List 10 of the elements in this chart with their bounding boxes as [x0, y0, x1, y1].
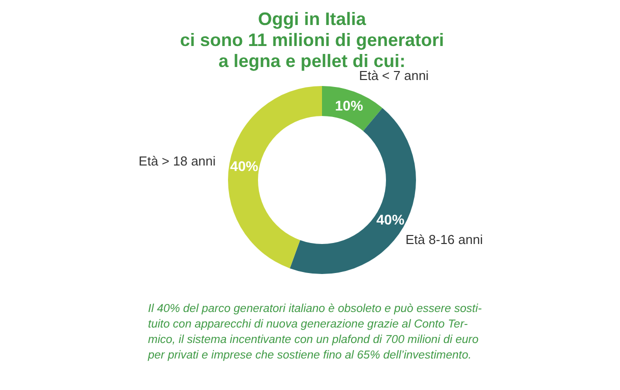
- data-label: 40%: [230, 158, 259, 174]
- chart-title: Oggi in Italia ci sono 11 milioni di generatori a legna e pellet di cui:: [180, 9, 444, 71]
- data-label: 40%: [376, 211, 405, 228]
- donut-slice: [322, 86, 382, 131]
- donut-slice: [228, 86, 322, 268]
- slice-label: Età 8-16 anni: [406, 232, 483, 247]
- text: Il 40% del parco generatori italiano è obsoleto e può essere sosti- tuito con apparecchi di nuova generazione grazie al Conto Ter- mico, il sistema incentivante con un plafond di 700 milioni di euro per privati e imprese che sostiene fino al 65% dell’investimento.: [147, 303, 482, 362]
- data-label: 10%: [335, 98, 364, 114]
- slice-label: Età < 7 anni: [358, 68, 429, 83]
- slice-label: Età > 18 anni: [138, 153, 216, 168]
